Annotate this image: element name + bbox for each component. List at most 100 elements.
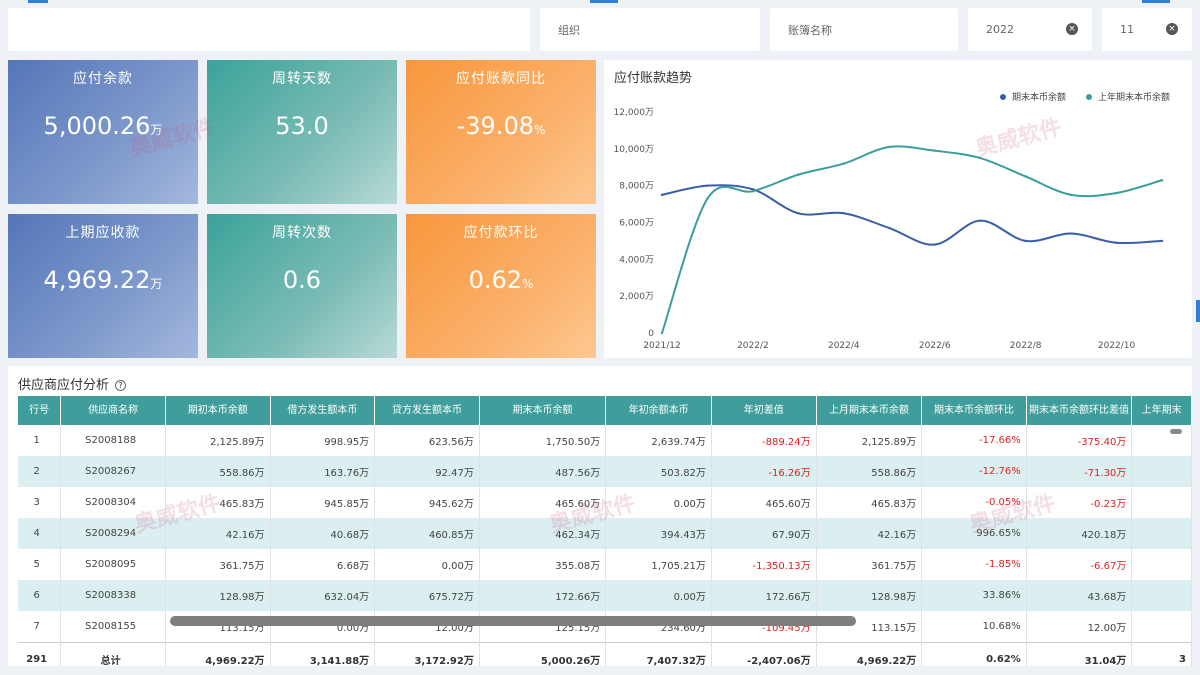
data-point[interactable] (797, 173, 800, 176)
table-row[interactable]: 4 S2008294 42.16万 40.68万 460.85万 462.34万 394.4… (18, 518, 1192, 549)
data-point[interactable] (751, 188, 755, 191)
table-row[interactable]: 1 S2008188 2,125.89万 998.95万 623.56万 1,750.50… (18, 425, 1192, 456)
data-point[interactable] (706, 184, 709, 187)
data-point[interactable] (1160, 239, 1164, 243)
table-cell: 675.72万 (374, 580, 480, 611)
kpi-card-prev-receivable: 上期应收款 4,969.22万 (8, 214, 198, 358)
legend-item-2[interactable]: 上年期末本币余额 (1086, 90, 1170, 103)
total-cell: 31.04万 (1026, 641, 1133, 666)
table-cell: -6.67万 (1026, 549, 1133, 580)
vertical-scroll-handle[interactable] (1170, 429, 1182, 434)
top-indicator (28, 0, 48, 3)
kpi-card-turnover-count: 周转次数 0.6 (207, 214, 397, 358)
org-filter[interactable]: 组织 (540, 8, 760, 51)
table-cell: 42.16万 (165, 518, 271, 549)
table-cell: 2 (18, 456, 62, 487)
data-point[interactable] (660, 331, 664, 335)
data-point[interactable] (842, 162, 846, 165)
table-cell: 40.68万 (270, 518, 376, 549)
legend-item-1[interactable]: 期末本币余额 (1000, 90, 1066, 103)
table-cell: 5 (18, 549, 62, 580)
column-header[interactable]: 供应商名称 (60, 396, 166, 425)
column-header[interactable]: 期初本币余额 (165, 396, 271, 425)
y-tick-label: 10,000万 (614, 145, 655, 155)
kpi-value: 0.62% (468, 266, 534, 294)
column-header[interactable]: 行号 (18, 396, 62, 425)
table-cell: 945.62万 (374, 487, 480, 518)
total-cell: 总计 (60, 641, 166, 666)
table-cell: 420.18万 (1026, 518, 1133, 549)
top-indicator (1142, 0, 1170, 3)
horizontal-scrollbar[interactable] (170, 616, 856, 626)
page-scroll-indicator[interactable] (1196, 300, 1200, 322)
chart-title: 应付账款趋势 (614, 71, 693, 86)
data-point[interactable] (1024, 175, 1027, 178)
kpi-value: 53.0 (275, 112, 329, 140)
y-tick-label: 4,000万 (619, 255, 654, 265)
table-row[interactable]: 2 S2008267 558.86万 163.76万 92.47万 487.56万 503.… (18, 456, 1192, 487)
table-cell: -16.26万 (711, 456, 817, 487)
clear-year-icon[interactable]: × (1066, 23, 1078, 35)
data-point[interactable] (1069, 232, 1073, 235)
series-line-1[interactable] (661, 184, 1163, 246)
x-tick-label: 2022/2 (737, 341, 769, 351)
data-point[interactable] (751, 189, 755, 193)
table-cell: 1 (18, 425, 62, 456)
data-point[interactable] (933, 149, 936, 152)
table-cell: 361.75万 (165, 549, 271, 580)
column-header[interactable]: 借方发生额本币 (270, 396, 376, 425)
column-header[interactable]: 期末本币余额环比 (921, 396, 1027, 425)
table-cell: 6 (18, 580, 62, 611)
table-cell: 996.65% (921, 518, 1027, 549)
month-select[interactable]: 11 × (1102, 8, 1192, 51)
table-cell: 465.60万 (711, 487, 817, 518)
column-header[interactable]: 上年期末 (1131, 396, 1192, 425)
total-cell: 3,172.92万 (374, 641, 480, 666)
column-header[interactable]: 贷方发生额本币 (374, 396, 480, 425)
data-point[interactable] (1069, 193, 1073, 197)
data-point[interactable] (1160, 178, 1164, 182)
year-select[interactable]: 2022 × (968, 8, 1092, 51)
data-point[interactable] (797, 212, 800, 215)
column-header[interactable]: 年初余额本币 (605, 396, 712, 425)
table-cell: 10.68% (921, 611, 1027, 642)
clear-month-icon[interactable]: × (1166, 23, 1178, 35)
column-header[interactable]: 年初差值 (711, 396, 817, 425)
table-cell: 465.60万 (479, 487, 607, 518)
data-point[interactable] (660, 193, 664, 197)
table-cell: 172.66万 (479, 580, 607, 611)
table-row[interactable]: 5 S2008095 361.75万 6.68万 0.00万 355.08万 1,705.2… (18, 549, 1192, 580)
table-cell: 462.34万 (479, 518, 607, 549)
column-header[interactable]: 期末本币余额环比差值 (1026, 396, 1133, 425)
column-header[interactable]: 上月期末本币余额 (816, 396, 923, 425)
table-cell: 0.00万 (374, 549, 480, 580)
table-cell: 460.85万 (374, 518, 480, 549)
kpi-card-payable-balance: 应付余款 5,000.26万 (8, 60, 198, 204)
table-cell (1131, 549, 1192, 580)
table-cell: 4 (18, 518, 62, 549)
data-point[interactable] (706, 197, 709, 200)
data-point[interactable] (1024, 239, 1027, 243)
table-cell: 487.56万 (479, 456, 607, 487)
table-cell: 623.56万 (374, 425, 480, 456)
table-cell: 355.08万 (479, 549, 607, 580)
data-point[interactable] (978, 219, 982, 222)
year-value: 2022 (986, 23, 1014, 36)
y-tick-label: 8,000万 (619, 182, 654, 192)
data-point[interactable] (1115, 191, 1118, 195)
data-point[interactable] (888, 145, 891, 149)
table-cell (1131, 425, 1192, 456)
month-value: 11 (1120, 23, 1134, 36)
data-point[interactable] (888, 226, 891, 230)
y-tick-label: 2,000万 (619, 292, 654, 302)
table-row[interactable]: 3 S2008304 465.83万 945.85万 945.62万 465.60万 0.0… (18, 487, 1192, 518)
ledger-filter[interactable]: 账簿名称 (770, 8, 958, 51)
supplier-table: 行号 供应商名称 期初本币余额 借方发生额本币 贷方发生额本币 期末本币余额 年初余额本币年… (18, 396, 1192, 666)
data-point[interactable] (1115, 241, 1118, 244)
table-row[interactable]: 6 S2008338 128.98万 632.04万 675.72万 172.66万 0.0… (18, 580, 1192, 611)
data-point[interactable] (933, 243, 936, 246)
data-point[interactable] (842, 212, 846, 215)
column-header[interactable]: 期末本币余额 (479, 396, 607, 425)
help-icon[interactable]: ? (115, 380, 127, 391)
data-point[interactable] (978, 156, 982, 160)
